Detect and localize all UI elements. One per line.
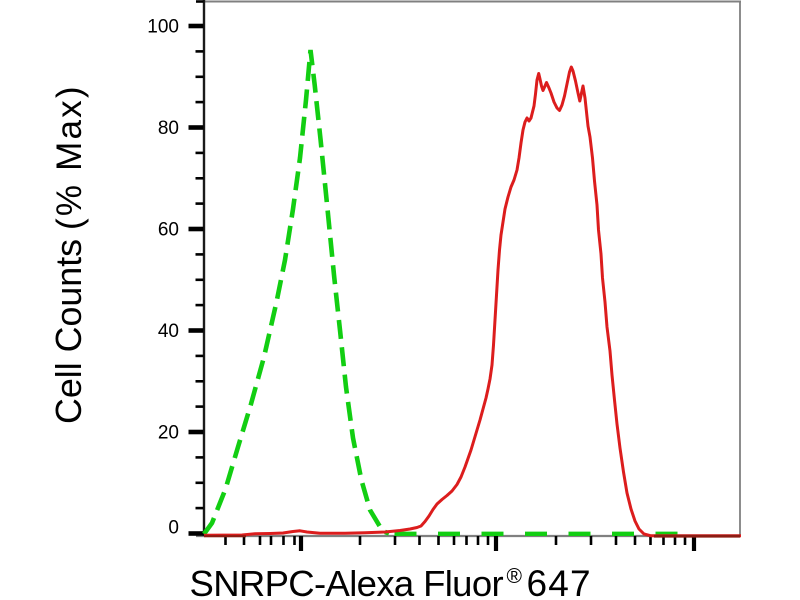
- svg-text:60: 60: [158, 220, 179, 241]
- svg-text:SNRPC-Alexa Fluor®647: SNRPC-Alexa Fluor ® 647: [190, 563, 592, 600]
- svg-text:40: 40: [158, 321, 179, 342]
- svg-text:100: 100: [147, 17, 179, 38]
- svg-text:80: 80: [158, 118, 179, 139]
- svg-text:Cell Counts(% Max): Cell Counts(% Max): [49, 84, 89, 424]
- svg-text:20: 20: [158, 423, 179, 444]
- svg-text:0: 0: [168, 518, 179, 539]
